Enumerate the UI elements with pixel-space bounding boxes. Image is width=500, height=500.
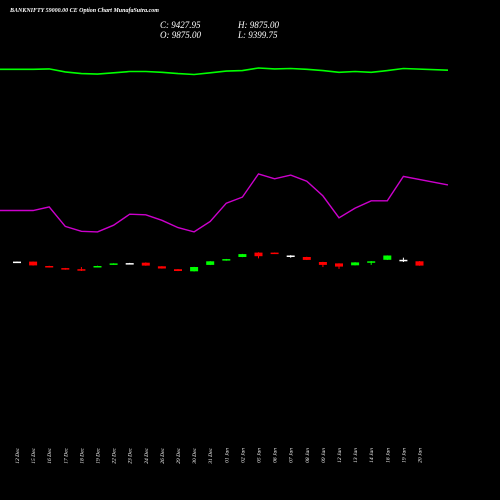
- x-tick-label: 19 Jan: [401, 448, 407, 463]
- x-tick-label: 08 Jan: [305, 448, 311, 463]
- candle-body: [270, 252, 279, 255]
- x-tick-label: 22 Dec: [112, 447, 118, 463]
- x-tick-label: 15 Dec: [31, 447, 37, 463]
- candle-body: [399, 259, 408, 262]
- candle-body: [93, 266, 102, 268]
- x-tick-label: 02 Jan: [240, 448, 246, 463]
- x-tick-label: 09 Jan: [321, 448, 327, 463]
- low-value: L: 9399.75: [238, 30, 278, 40]
- candle-body: [206, 261, 215, 265]
- chart-title: BANKNIFTY 59000.00 CE Option Chart Munaf…: [10, 8, 159, 14]
- x-tick-label: 16 Dec: [47, 447, 53, 463]
- candle-body: [29, 261, 38, 266]
- x-tick-label: 24 Dec: [143, 447, 150, 463]
- candle-body: [302, 257, 311, 260]
- x-tick-label: 17 Dec: [63, 447, 69, 463]
- candle-body: [238, 254, 247, 257]
- candle-body: [286, 255, 295, 257]
- line-series-top: [0, 67, 449, 76]
- x-tick-label: 20 Jan: [418, 448, 424, 463]
- candle-body: [335, 263, 343, 267]
- candle-body: [254, 252, 263, 257]
- x-tick-label: 19 Dec: [96, 447, 102, 463]
- x-tick-label: 07 Jan: [289, 448, 295, 463]
- open-value: O: 9875.00: [160, 30, 201, 40]
- x-tick-label: 31 Dec: [208, 447, 214, 464]
- candle-body: [318, 262, 327, 265]
- candle-body: [125, 263, 134, 265]
- candle-body: [415, 261, 424, 266]
- candle-body: [367, 261, 376, 263]
- candle-body: [157, 266, 166, 269]
- candle-body: [61, 268, 70, 270]
- x-tick-label: 18 Dec: [79, 447, 85, 463]
- high-value: H: 9875.00: [238, 20, 279, 30]
- x-tick-label: 01 Jan: [224, 448, 230, 463]
- x-tick-label: 23 Dec: [128, 447, 134, 463]
- x-tick-label: 12 Dec: [15, 447, 21, 463]
- x-tick-label: 16 Jan: [385, 448, 391, 463]
- candle-body: [351, 262, 360, 266]
- x-tick-label: 13 Jan: [353, 448, 359, 463]
- candle-body: [109, 263, 118, 265]
- x-tick-label: 12 Jan: [337, 448, 343, 463]
- candle-body: [45, 266, 54, 268]
- x-tick-label: 30 Dec: [192, 447, 198, 464]
- candle-body: [13, 261, 21, 264]
- x-tick-label: 14 Jan: [368, 448, 375, 463]
- x-tick-label: 29 Dec: [176, 447, 182, 463]
- candle-body: [77, 269, 86, 271]
- candle-body: [383, 255, 392, 260]
- x-tick-label: 26 Dec: [160, 447, 166, 463]
- candle-body: [174, 269, 182, 271]
- candle-body: [141, 262, 150, 266]
- line-series-mid: [0, 173, 449, 233]
- x-tick-label: 06 Jan: [273, 448, 279, 463]
- candle-body: [190, 267, 199, 272]
- candle-body: [222, 259, 231, 261]
- close-value: C: 9427.95: [160, 20, 201, 30]
- x-tick-label: 05 Jan: [257, 448, 263, 463]
